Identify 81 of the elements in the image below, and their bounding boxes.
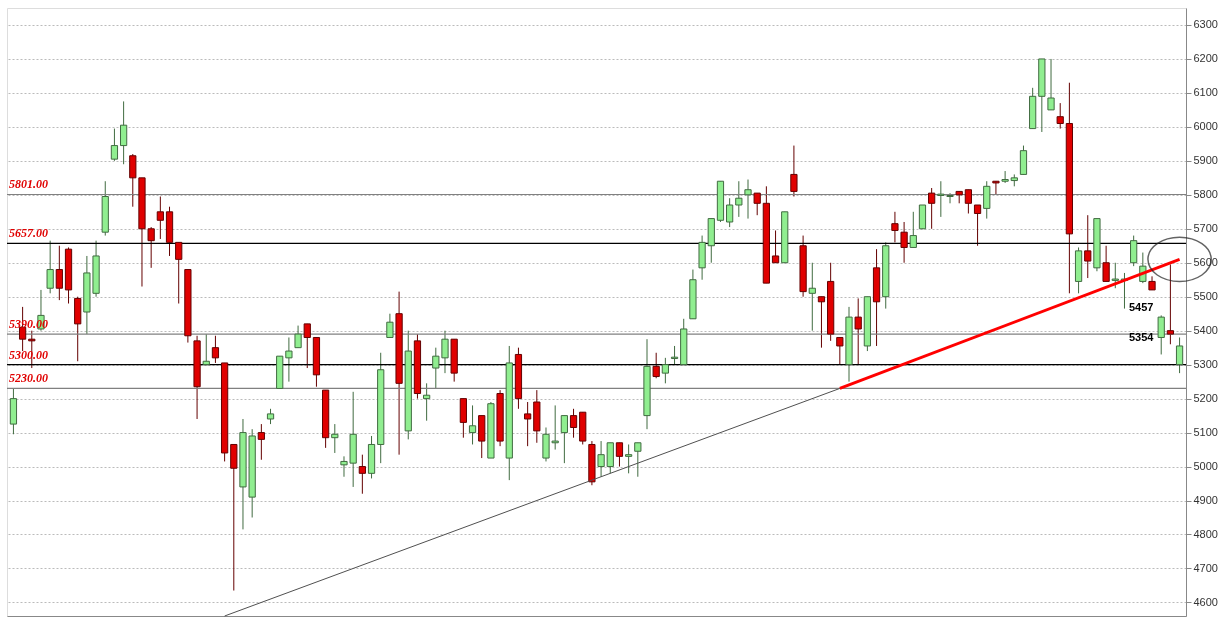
ref-line-label: 5230.00 xyxy=(9,371,48,386)
candlestick xyxy=(285,336,293,383)
candlestick xyxy=(808,262,816,332)
y-tick-label: 6000 xyxy=(1193,120,1218,133)
candlestick xyxy=(891,211,899,243)
candlestick xyxy=(202,333,210,366)
y-tick-label: 5800 xyxy=(1193,188,1218,201)
candlestick xyxy=(1084,214,1092,279)
candlestick xyxy=(459,398,467,439)
candlestick xyxy=(753,192,761,216)
annotation: 5457 xyxy=(1129,301,1154,313)
candlestick xyxy=(358,454,366,495)
y-tick-label: 4900 xyxy=(1193,494,1218,507)
candlestick xyxy=(46,240,54,294)
candlestick xyxy=(257,423,265,461)
y-tick-label: 5400 xyxy=(1193,324,1218,337)
y-tick-label: 5700 xyxy=(1193,222,1218,235)
candlestick xyxy=(836,336,844,366)
y-tick-label: 5200 xyxy=(1193,392,1218,405)
candlestick xyxy=(1056,102,1064,130)
y-tick-label: 5500 xyxy=(1193,290,1218,303)
candlestick xyxy=(900,221,908,264)
y-tick-label: 4700 xyxy=(1193,561,1218,574)
candlestick xyxy=(1001,170,1009,184)
candlestick xyxy=(175,241,183,305)
candlestick xyxy=(909,211,917,248)
candlestick xyxy=(294,325,302,349)
candlestick xyxy=(569,408,578,439)
candlestick xyxy=(1130,235,1138,267)
candlestick xyxy=(468,404,477,445)
y-tick-label: 6100 xyxy=(1193,86,1218,99)
candlestick xyxy=(386,313,394,338)
candlestick xyxy=(1166,263,1175,345)
candlestick xyxy=(1047,58,1055,111)
candlestick xyxy=(303,323,311,369)
y-tick-label: 5000 xyxy=(1193,460,1218,473)
candlestick xyxy=(1175,336,1184,374)
candlestick xyxy=(1102,245,1110,282)
candlestick xyxy=(606,442,614,474)
y-tick-label: 6300 xyxy=(1193,18,1218,31)
y-tick-label: 4600 xyxy=(1193,595,1218,608)
candlestick xyxy=(744,179,752,220)
candlestick xyxy=(1019,145,1028,175)
candlestick xyxy=(964,189,972,214)
candlestick xyxy=(726,197,734,228)
y-tick-label: 4800 xyxy=(1193,527,1218,540)
candlestick xyxy=(854,297,862,366)
candlestick xyxy=(119,100,128,165)
candlestick xyxy=(55,245,63,301)
candlestick xyxy=(615,442,624,468)
candlestick xyxy=(110,128,119,162)
y-tick-label: 6200 xyxy=(1193,52,1218,65)
candlestick xyxy=(230,443,238,592)
candlestick xyxy=(983,180,991,220)
candlestick xyxy=(790,145,798,198)
candlestick xyxy=(156,196,164,240)
candlestick xyxy=(771,229,780,264)
ref-line-label: 5657.00 xyxy=(9,226,48,241)
candlestick xyxy=(560,415,568,464)
candlestick xyxy=(331,423,339,454)
candlestick xyxy=(652,352,660,379)
candlestick xyxy=(1157,314,1165,355)
candlestick xyxy=(928,187,936,230)
candlestick xyxy=(973,204,982,247)
candlestick xyxy=(634,442,642,478)
candlestick xyxy=(211,335,220,364)
annotation: 5354 xyxy=(1129,331,1155,343)
candlestick xyxy=(817,296,826,349)
candlestick xyxy=(735,180,743,218)
candlestick xyxy=(992,180,1000,196)
y-tick-label: 5900 xyxy=(1193,154,1218,167)
candlestick xyxy=(524,401,532,447)
y-tick-label: 5300 xyxy=(1193,358,1218,371)
candlestick xyxy=(625,443,633,474)
candlestick xyxy=(918,204,927,230)
y-tick-label: 5100 xyxy=(1193,426,1218,439)
candlestick xyxy=(597,440,605,478)
candlestick xyxy=(661,357,669,384)
candlestick xyxy=(1111,262,1119,289)
candlestick xyxy=(423,382,431,422)
ref-line-label: 5801.00 xyxy=(9,177,48,192)
